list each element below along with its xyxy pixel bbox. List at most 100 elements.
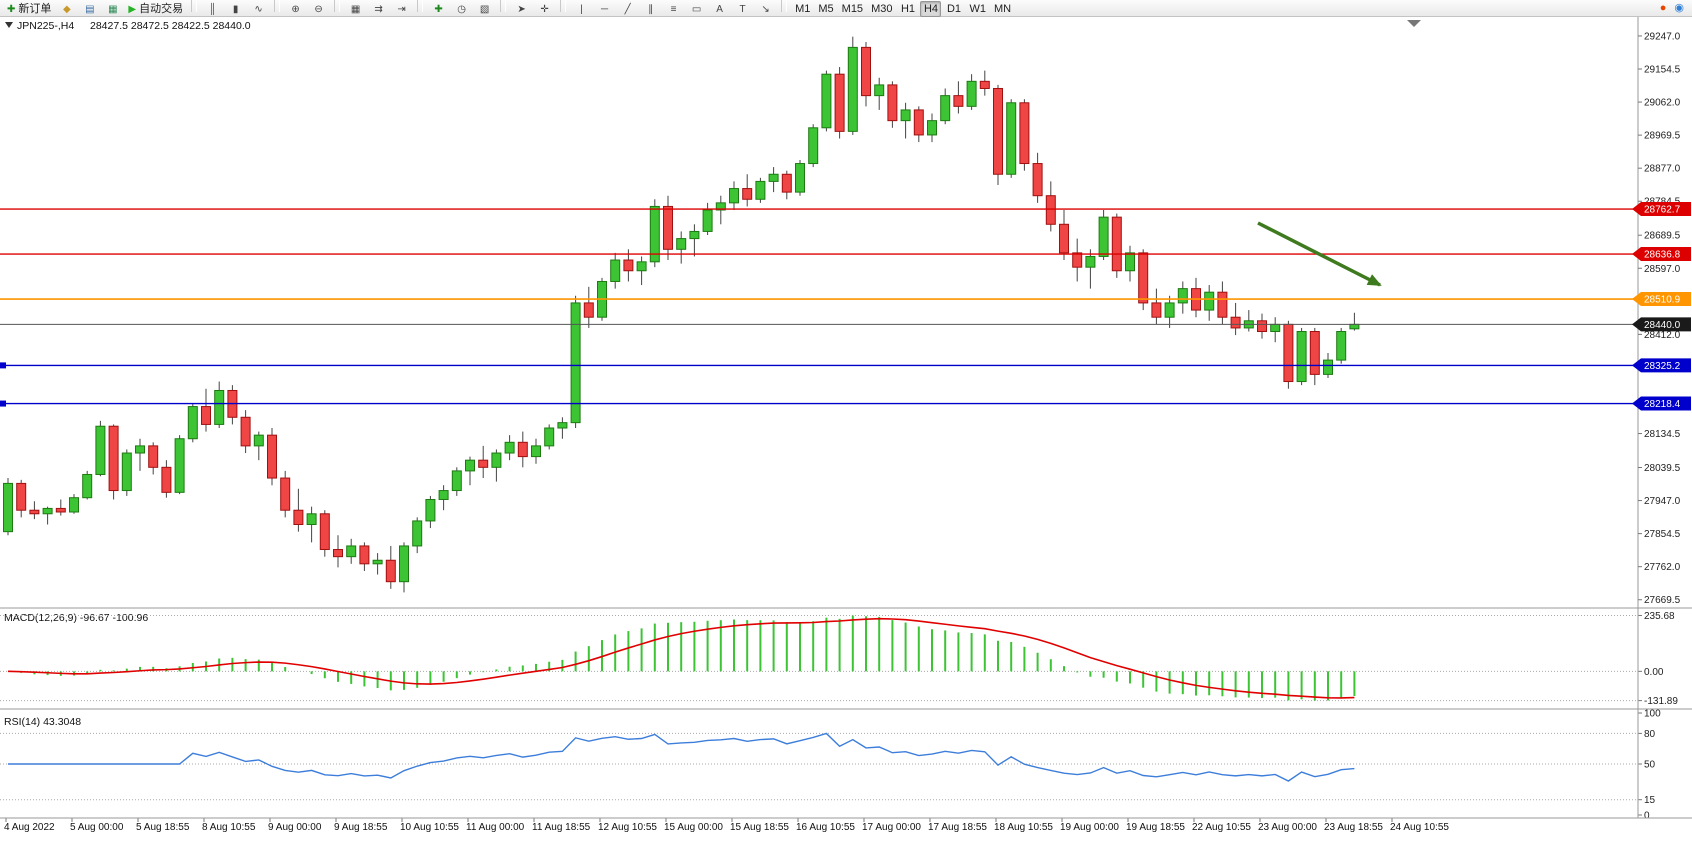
- tile-windows-button[interactable]: ▦: [345, 2, 366, 18]
- channel-button[interactable]: ∥: [640, 2, 661, 18]
- timeframe-w1-button[interactable]: W1: [966, 1, 989, 17]
- timeframe-h4-button[interactable]: H4: [920, 1, 942, 17]
- zoom-out-button[interactable]: ⊖: [308, 2, 329, 18]
- svg-text:18 Aug 10:55: 18 Aug 10:55: [994, 822, 1053, 833]
- symbol-collapse-icon[interactable]: [5, 22, 13, 28]
- timeframe-m5-button-label: M5: [818, 2, 834, 15]
- line-chart-button[interactable]: ∿: [248, 2, 269, 18]
- news-alert-icon[interactable]: ●: [1659, 1, 1667, 14]
- svg-text:22 Aug 10:55: 22 Aug 10:55: [1192, 822, 1251, 833]
- indicators-button[interactable]: ✚: [428, 2, 449, 18]
- timeframe-mn-button[interactable]: MN: [991, 1, 1014, 17]
- toolbar-separator: [781, 0, 788, 12]
- svg-text:15 Aug 18:55: 15 Aug 18:55: [730, 822, 789, 833]
- bar-chart-button[interactable]: ║: [202, 2, 223, 18]
- zoom-in-button[interactable]: ⊕: [285, 2, 306, 18]
- trend-arrow[interactable]: [1257, 221, 1382, 287]
- trend-arrow-annotation[interactable]: [1257, 221, 1382, 287]
- rsi-label: RSI(14) 43.3048: [4, 716, 81, 728]
- toolbar-buttons: ✚ 新订单 ◆ ▤ ▦ ▶ 自动交易 ║ ▮ ∿ ⊕ ⊖ ▦ ⇉ ⇥ ✚ ◷ ▧ ➤ ✛ | ─ ╱ ∥ ≡ ▭ A T ↘ M1 M5 M1…: [3, 0, 1015, 18]
- auto-scroll-icon: ⇉: [374, 3, 383, 15]
- fibonacci-icon: ≡: [670, 3, 677, 15]
- timeframe-mn-button-label: MN: [993, 2, 1012, 15]
- profiles-button[interactable]: ▦: [102, 2, 123, 18]
- timeframe-m15-button-label: M15: [841, 2, 864, 15]
- candlestick-chart-button[interactable]: ▮: [225, 2, 246, 18]
- price-tag-28218.4: 28218.4: [1632, 396, 1691, 411]
- candles: [3, 36, 1360, 593]
- timeframe-h1-button[interactable]: H1: [897, 1, 918, 17]
- price-tag-28510.9: 28510.9: [1632, 292, 1691, 307]
- templates-icon: ▧: [479, 3, 490, 15]
- toolbar-separator: [560, 0, 567, 12]
- autotrading-button-label: 自动交易: [139, 3, 184, 15]
- svg-text:4 Aug 2022: 4 Aug 2022: [4, 822, 55, 833]
- svg-text:19 Aug 00:00: 19 Aug 00:00: [1060, 822, 1119, 833]
- svg-text:17 Aug 18:55: 17 Aug 18:55: [928, 822, 987, 833]
- indicators-add-icon: ✚: [434, 3, 443, 15]
- svg-text:28134.5: 28134.5: [1644, 429, 1681, 440]
- toolbar-separator: [191, 0, 198, 12]
- periods-button[interactable]: ◷: [451, 2, 472, 18]
- rsi-panel: 100 80 50 15 0: [0, 709, 1661, 822]
- timeframe-d1-button[interactable]: D1: [943, 1, 964, 17]
- chart-shift-marker[interactable]: [1407, 20, 1421, 27]
- arrows-button[interactable]: ↘: [755, 2, 776, 18]
- svg-text:9 Aug 18:55: 9 Aug 18:55: [334, 822, 388, 833]
- crosshair-button[interactable]: ✛: [534, 2, 555, 18]
- tile-windows-icon: ▦: [350, 3, 361, 15]
- svg-text:28969.5: 28969.5: [1644, 131, 1681, 142]
- svg-text:9 Aug 00:00: 9 Aug 00:00: [268, 822, 322, 833]
- label-icon: T: [739, 3, 746, 15]
- symbols-button[interactable]: ◆: [56, 2, 77, 18]
- chart-shift-icon: ⇥: [397, 3, 406, 15]
- svg-text:28412.0: 28412.0: [1644, 330, 1681, 341]
- timeframe-m15-button[interactable]: M15: [839, 1, 866, 17]
- timeframe-m5-button[interactable]: M5: [815, 1, 836, 17]
- svg-text:28440.0: 28440.0: [1644, 320, 1681, 331]
- svg-text:15 Aug 00:00: 15 Aug 00:00: [664, 822, 723, 833]
- svg-text:-131.89: -131.89: [1644, 696, 1678, 707]
- community-icon[interactable]: ◉: [1674, 1, 1684, 14]
- svg-text:11 Aug 18:55: 11 Aug 18:55: [532, 822, 591, 833]
- timeframe-m30-button-label: M30: [871, 2, 893, 15]
- svg-text:28218.4: 28218.4: [1644, 399, 1681, 410]
- svg-text:28325.2: 28325.2: [1644, 361, 1681, 372]
- cursor-button[interactable]: ➤: [511, 2, 532, 18]
- time-scale[interactable]: 4 Aug 2022 5 Aug 00:00 5 Aug 18:55 8 Aug 10…: [4, 818, 1449, 833]
- vertical-line-icon: |: [580, 3, 583, 15]
- horizontal-line-button[interactable]: ─: [594, 2, 615, 18]
- templates-button[interactable]: ▧: [474, 2, 495, 18]
- fibonacci-button[interactable]: ≡: [663, 2, 684, 18]
- svg-text:27947.0: 27947.0: [1644, 496, 1681, 507]
- svg-text:28689.5: 28689.5: [1644, 231, 1681, 242]
- new-order-button[interactable]: ✚ 新订单: [4, 2, 54, 18]
- timeframe-w1-button-label: W1: [969, 2, 986, 15]
- toolbar-separator: [274, 0, 281, 12]
- svg-text:28597.0: 28597.0: [1644, 264, 1681, 275]
- svg-text:29247.0: 29247.0: [1644, 31, 1681, 42]
- timeframe-m30-button[interactable]: M30: [868, 1, 895, 17]
- trendline-button[interactable]: ╱: [617, 2, 638, 18]
- text-icon: A: [716, 3, 723, 15]
- market-watch-button[interactable]: ▤: [79, 2, 100, 18]
- timeframe-m1-button[interactable]: M1: [792, 1, 813, 17]
- text-button[interactable]: A: [709, 2, 730, 18]
- svg-text:24 Aug 10:55: 24 Aug 10:55: [1390, 822, 1449, 833]
- svg-text:17 Aug 00:00: 17 Aug 00:00: [862, 822, 921, 833]
- auto-scroll-button[interactable]: ⇉: [368, 2, 389, 18]
- svg-text:50: 50: [1644, 760, 1656, 771]
- vertical-line-button[interactable]: |: [571, 2, 592, 18]
- svg-text:27854.5: 27854.5: [1644, 529, 1681, 540]
- svg-text:28762.7: 28762.7: [1644, 205, 1681, 216]
- horizontal-line-icon: ─: [601, 3, 609, 15]
- chart-window[interactable]: JPN225-,H4 28427.5 28472.5 28422.5 28440…: [0, 17, 1692, 839]
- price-scale[interactable]: 29247.029154.529062.028969.528877.028784…: [1632, 17, 1691, 818]
- chart-shift-button[interactable]: ⇥: [391, 2, 412, 18]
- autotrading-button[interactable]: ▶ 自动交易: [125, 2, 186, 18]
- svg-text:0: 0: [1644, 811, 1650, 822]
- label-button[interactable]: T: [732, 2, 753, 18]
- horizontal-lines[interactable]: [0, 208, 1638, 407]
- shapes-button[interactable]: ▭: [686, 2, 707, 18]
- clock-icon: ◷: [457, 3, 466, 15]
